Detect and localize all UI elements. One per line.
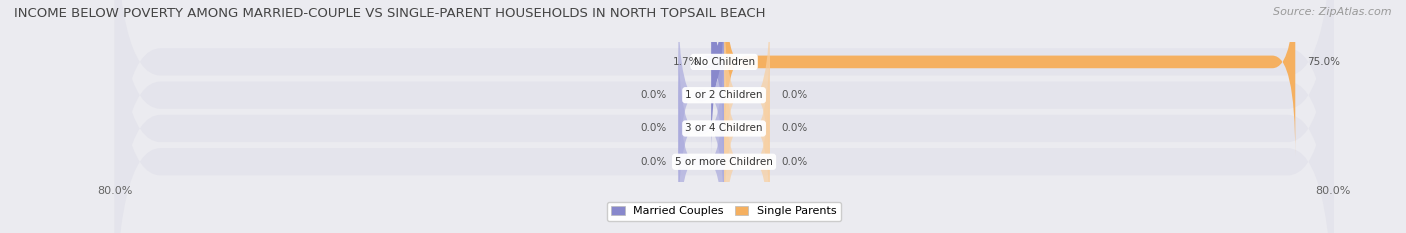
Text: INCOME BELOW POVERTY AMONG MARRIED-COUPLE VS SINGLE-PARENT HOUSEHOLDS IN NORTH T: INCOME BELOW POVERTY AMONG MARRIED-COUPL… — [14, 7, 765, 20]
Text: 1 or 2 Children: 1 or 2 Children — [685, 90, 763, 100]
FancyBboxPatch shape — [115, 0, 1333, 233]
FancyBboxPatch shape — [678, 68, 724, 233]
Text: 1.7%: 1.7% — [673, 57, 700, 67]
FancyBboxPatch shape — [702, 0, 734, 155]
FancyBboxPatch shape — [724, 68, 770, 233]
Text: 0.0%: 0.0% — [782, 157, 807, 167]
Text: 75.0%: 75.0% — [1306, 57, 1340, 67]
Text: 0.0%: 0.0% — [641, 90, 666, 100]
FancyBboxPatch shape — [724, 35, 770, 222]
Text: 3 or 4 Children: 3 or 4 Children — [685, 123, 763, 134]
FancyBboxPatch shape — [724, 0, 1295, 155]
FancyBboxPatch shape — [115, 0, 1333, 233]
Text: 0.0%: 0.0% — [782, 123, 807, 134]
Legend: Married Couples, Single Parents: Married Couples, Single Parents — [607, 202, 841, 221]
FancyBboxPatch shape — [724, 2, 770, 189]
FancyBboxPatch shape — [115, 0, 1333, 233]
FancyBboxPatch shape — [115, 0, 1333, 233]
Text: 0.0%: 0.0% — [641, 123, 666, 134]
FancyBboxPatch shape — [678, 2, 724, 189]
Text: 5 or more Children: 5 or more Children — [675, 157, 773, 167]
Text: 0.0%: 0.0% — [641, 157, 666, 167]
Text: 0.0%: 0.0% — [782, 90, 807, 100]
FancyBboxPatch shape — [678, 35, 724, 222]
Text: Source: ZipAtlas.com: Source: ZipAtlas.com — [1274, 7, 1392, 17]
Text: No Children: No Children — [693, 57, 755, 67]
